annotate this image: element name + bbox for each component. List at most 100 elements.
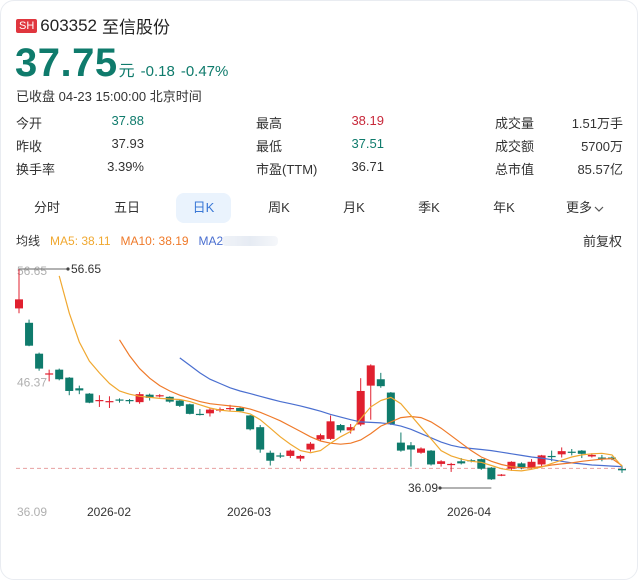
candle-body — [557, 451, 566, 455]
stat-label: 市盈(TTM) — [256, 162, 318, 177]
tab-0[interactable]: 分时 — [16, 193, 78, 223]
candle-body — [447, 463, 456, 466]
candle-body — [457, 461, 466, 464]
tab-7[interactable]: 更多 — [554, 193, 616, 223]
stat-label: 最低 — [256, 139, 283, 154]
candle-body — [105, 401, 114, 403]
kline-chart[interactable]: 56.65 46.37 36.09 2026-02 2026-03 2026-04 56.6… — [1, 251, 638, 551]
y-axis-label: 46.37 — [17, 376, 47, 390]
candle-body — [65, 377, 74, 391]
ma-label: 均线 — [16, 234, 41, 248]
market-badge: SH — [16, 18, 38, 33]
candle-body — [396, 442, 405, 451]
candle-body — [256, 427, 265, 450]
candle-body — [55, 369, 64, 380]
stat-row: 总市值 85.57亿 — [495, 159, 623, 182]
stat-label: 昨收 — [16, 139, 43, 154]
candle-body — [437, 461, 446, 464]
candle-body — [15, 299, 23, 309]
tab-6[interactable]: 年K — [479, 193, 529, 223]
candle-body — [336, 425, 345, 431]
candle-body — [185, 404, 194, 414]
tab-label: 年K — [493, 200, 515, 215]
candle-body — [316, 435, 325, 440]
price-change-pct: -0.47% — [180, 63, 229, 80]
stats-col-1: 今开 37.88 昨收 37.93 换手率 3.39% — [16, 113, 146, 182]
stat-row: 最高 38.19 — [256, 113, 386, 136]
candle-body — [597, 457, 606, 459]
stat-value: 5700万 — [581, 139, 623, 154]
tab-4[interactable]: 月K — [329, 193, 379, 223]
candle-body — [427, 450, 436, 465]
stat-label: 最高 — [256, 116, 283, 131]
current-price: 37.75 — [15, 41, 118, 85]
tab-label: 月K — [343, 200, 365, 215]
candle-body — [115, 399, 124, 401]
candle-body — [587, 454, 596, 457]
candle-body — [95, 400, 104, 402]
stat-row: 今开 37.88 — [16, 113, 146, 136]
candle-body — [236, 408, 245, 412]
candle-body — [45, 373, 54, 375]
candle-body — [527, 461, 536, 468]
candle-body — [125, 400, 134, 402]
candle-body — [346, 427, 355, 431]
candle-body — [567, 451, 576, 453]
stat-label: 今开 — [16, 116, 43, 131]
tab-2[interactable]: 日K — [176, 193, 231, 223]
y-axis-label: 56.65 — [17, 264, 47, 278]
candle-body — [135, 394, 144, 403]
candle-body — [547, 455, 556, 458]
max-price-label: 56.65 — [71, 262, 101, 276]
candle-body — [356, 390, 365, 425]
stat-row: 最低 37.51 — [256, 136, 386, 159]
candle-body — [507, 461, 516, 469]
candle-body — [296, 455, 305, 459]
stat-value: 37.88 — [111, 113, 144, 128]
tab-5[interactable]: 季K — [404, 193, 454, 223]
candle-body — [386, 392, 395, 424]
stat-row: 昨收 37.93 — [16, 136, 146, 159]
candle-body — [477, 459, 486, 469]
stock-name: 至信股份 — [102, 18, 171, 37]
candle-body — [326, 421, 335, 439]
stat-value: 37.93 — [111, 136, 144, 151]
stat-value: 85.57亿 — [577, 162, 623, 177]
stat-row: 市盈(TTM) 36.71 — [256, 159, 386, 182]
candle-body — [195, 413, 204, 416]
candle-body — [266, 452, 275, 461]
adjust-mode-button[interactable]: 前复权 — [582, 234, 622, 249]
stat-label: 成交量 — [495, 116, 535, 131]
ma-legend: 均线 MA5: 38.11 MA10: 38.19 MA20 — [16, 232, 288, 249]
stat-value: 38.19 — [351, 113, 384, 128]
stock-title: SH 603352 至信股份 — [16, 13, 170, 38]
period-tabs: 分时 五日 日K 周K 月K 季K 年K 更多 — [1, 193, 638, 223]
candle-body — [155, 395, 164, 397]
min-marker-dot — [438, 486, 442, 490]
x-axis-label: 2026-02 — [87, 505, 131, 519]
stats-col-3: 成交量 1.51万手成交额 5700万总市值 85.57亿 — [495, 113, 623, 182]
stat-label: 成交额 — [495, 139, 535, 154]
candle-body — [85, 393, 94, 403]
ma10-line — [118, 339, 623, 469]
candle-body — [35, 353, 44, 369]
tab-3[interactable]: 周K — [254, 193, 304, 223]
candle-body — [286, 450, 295, 456]
candle-body — [145, 394, 154, 398]
tab-1[interactable]: 五日 — [102, 193, 152, 223]
stat-label: 换手率 — [16, 162, 56, 177]
tab-label: 五日 — [113, 200, 140, 215]
price-row: 37.75 元 -0.18 -0.47% — [15, 41, 228, 86]
candle-body — [497, 474, 506, 476]
min-price-label: 36.09 — [408, 481, 438, 495]
candle-body — [75, 388, 84, 391]
price-unit: 元 — [118, 63, 135, 80]
ma10-value: MA10: 38.19 — [120, 233, 189, 248]
candle-body — [306, 443, 315, 450]
stat-row: 成交量 1.51万手 — [495, 113, 623, 136]
candle-body — [517, 463, 526, 469]
candle-body — [25, 322, 34, 346]
stat-row: 换手率 3.39% — [16, 159, 146, 182]
stat-value: 1.51万手 — [571, 116, 623, 131]
